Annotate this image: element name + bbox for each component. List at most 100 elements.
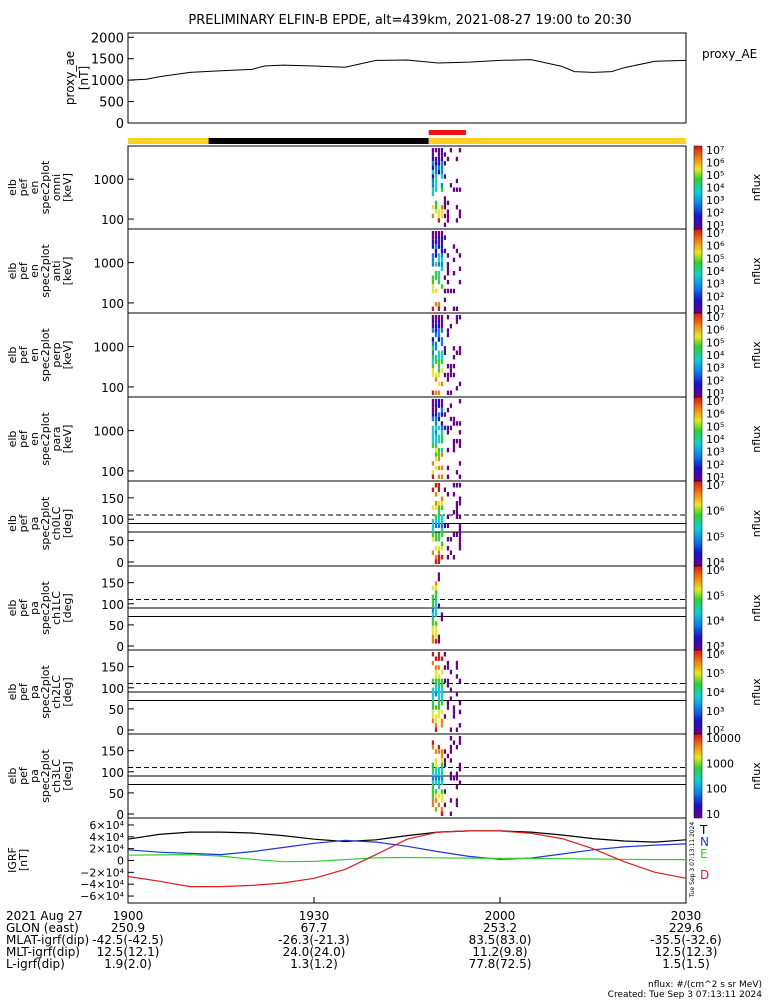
heatmap-cell (458, 528, 461, 533)
panel-ylabel-line: elb (6, 515, 19, 532)
heatmap-cell (455, 218, 458, 223)
colorbar-label: nflux (750, 509, 763, 537)
heatmap-cell (443, 762, 446, 768)
igrf-legend-D: D (700, 868, 709, 882)
heatmap-cell (440, 546, 443, 551)
heatmap-cell (440, 161, 443, 166)
heatmap-cell (434, 599, 437, 604)
heatmap-cell (440, 807, 443, 812)
colorbar-tick-label: 10² (706, 207, 724, 220)
heatmap-cell (431, 187, 434, 192)
heatmap-cell (434, 762, 437, 768)
heatmap-cell (440, 156, 443, 162)
heatmap-cell (440, 496, 443, 501)
heatmap-cell (440, 248, 443, 254)
heatmap-cell (446, 156, 449, 162)
ytick-label: 1000 (93, 341, 124, 355)
heatmap-cell (440, 683, 443, 688)
heatmap-cell (443, 487, 446, 492)
ytick-label: 100 (101, 297, 124, 311)
heatmap-cell (431, 634, 434, 640)
heatmap-cell (440, 381, 443, 387)
heatmap-cell (449, 390, 452, 395)
heatmap-cell (440, 421, 443, 426)
orbit-segment-sunlight (128, 138, 209, 144)
heatmap-cell (455, 248, 458, 254)
panel-ylabel-line: pa (28, 685, 41, 699)
heatmap-cell (440, 412, 443, 417)
colorbar-tick-label: 10⁴ (706, 182, 725, 195)
x-cell: 12.5(12.3) (655, 945, 718, 959)
x-row-label: L-igrf(dip) (6, 957, 65, 971)
heatmap-cell (434, 625, 437, 631)
ytick-label: 50 (109, 703, 124, 717)
panel-ylabel-line: en (28, 264, 41, 278)
heatmap-cell (437, 262, 440, 267)
heatmap-cell (455, 187, 458, 192)
heatmap-cell (434, 639, 437, 644)
heatmap-cell (458, 501, 461, 506)
colorbar-label: nflux (750, 594, 763, 622)
heatmap-cell (440, 700, 443, 706)
heatmap-cell (440, 447, 443, 453)
igrf-line-N (127, 839, 687, 860)
heatmap-cell (434, 319, 437, 324)
heatmap-cell (434, 590, 437, 595)
heatmap-cell (431, 700, 434, 706)
heatmap-cell (431, 346, 434, 351)
heatmap-cell (434, 678, 437, 684)
heatmap-cell (434, 275, 437, 280)
heatmap-cell (431, 608, 434, 613)
heatmap-cell (449, 550, 452, 555)
heatmap-cell (431, 355, 434, 360)
heatmap-cell (431, 439, 434, 444)
heatmap-cell (431, 306, 434, 311)
heatmap-cell (446, 555, 449, 560)
heatmap-cell (437, 368, 440, 373)
igrf-ytick-label: 6×10⁴ (89, 819, 124, 832)
heatmap-cell (437, 323, 440, 329)
heatmap-cell (434, 483, 437, 488)
heatmap-cell (437, 231, 440, 236)
heatmap-cell (446, 218, 449, 223)
heatmap-cell (446, 253, 449, 258)
heatmap-cell (434, 235, 437, 240)
heatmap-cell (452, 355, 455, 360)
heatmap-cell (440, 749, 443, 754)
heatmap-cell (434, 705, 437, 710)
colorbar-tick-label: 10⁷ (706, 311, 724, 324)
colorbar-tick-label: 10⁶ (706, 564, 725, 577)
heatmap-cell (437, 275, 440, 280)
igrf-ylabel: IGRF[nT] (6, 847, 30, 873)
heatmap-cell (434, 634, 437, 640)
heatmap-cell (449, 736, 452, 741)
panel-ylabel-line: spec2plot (39, 581, 52, 635)
science-zone-marker (428, 130, 466, 135)
heatmap-cell (437, 678, 440, 684)
heatmap-cell (434, 407, 437, 413)
heatmap-cell (434, 692, 437, 697)
heatmap-cell (440, 368, 443, 373)
heatmap-cell (434, 456, 437, 462)
heatmap-cell (443, 306, 446, 311)
ae-ytick-label: 0 (116, 117, 124, 132)
heatmap-cell (437, 350, 440, 355)
panel-frame (127, 396, 687, 482)
heatmap-cell (440, 337, 443, 342)
colorbar-tick-label: 10³ (706, 362, 724, 375)
heatmap-cell (437, 235, 440, 240)
heatmap-cell (449, 403, 452, 408)
colorbar-tick-label: 10⁷ (706, 395, 724, 408)
heatmap-cell (455, 771, 458, 776)
heatmap-cell (434, 323, 437, 329)
heatmap-cell (458, 709, 461, 715)
heatmap-cell (446, 430, 449, 435)
heatmap-cell (455, 386, 458, 391)
heatmap-cell (434, 288, 437, 294)
panel-ylabel: elbpefpaspec2plotch2LC[deg] (6, 665, 74, 719)
heatmap-cell (440, 723, 443, 728)
heatmap-cell (431, 784, 434, 790)
heatmap-cell (440, 656, 443, 661)
